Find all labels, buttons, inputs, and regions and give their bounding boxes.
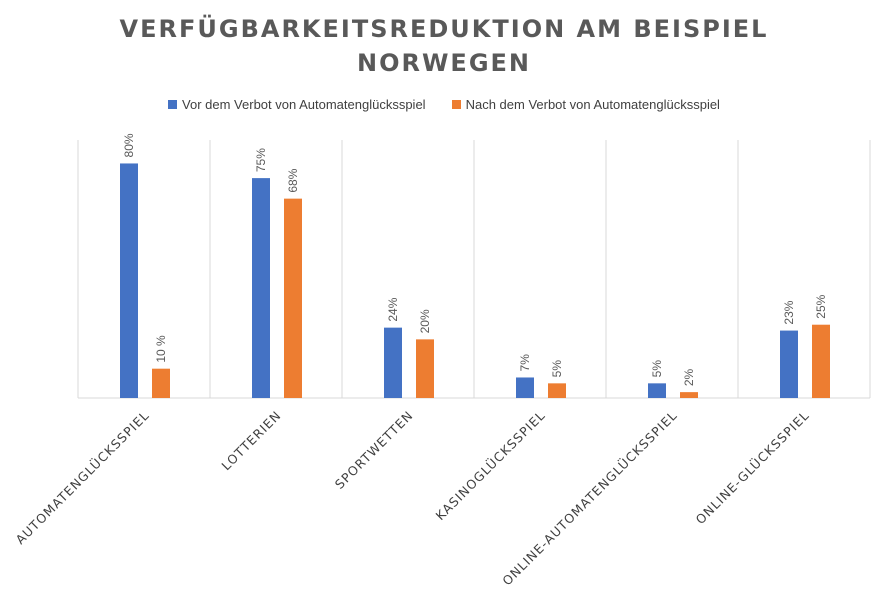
bar-after <box>416 339 434 398</box>
data-label-after: 5% <box>550 360 564 378</box>
data-label-after: 68% <box>286 168 300 192</box>
legend-swatch-before <box>168 100 178 109</box>
data-label-after: 10 % <box>154 335 168 363</box>
legend-label-after: Nach dem Verbot von Automatenglücksspiel <box>465 97 720 112</box>
bar-after <box>680 392 698 398</box>
legend-item-after: Nach dem Verbot von Automatenglücksspiel <box>451 97 720 112</box>
data-label-after: 20% <box>418 309 432 333</box>
x-tick-label: AUTOMATENGLÜCKSSPIEL <box>12 407 152 547</box>
bar-before <box>252 178 270 398</box>
data-label-after: 2% <box>682 368 696 386</box>
data-label-before: 7% <box>518 354 532 372</box>
bar-after <box>152 368 170 398</box>
data-label-before: 80% <box>122 133 136 157</box>
data-label-before: 75% <box>254 148 268 172</box>
bar-before <box>780 330 798 398</box>
data-label-after: 25% <box>814 294 828 318</box>
bar-before <box>516 377 534 398</box>
x-tick-label: KASINOGLÜCKSSPIEL <box>432 407 548 523</box>
chart-title-line-1: VERFÜGBARKEITSREDUKTION AM BEISPIEL <box>119 15 769 43</box>
legend-label-before: Vor dem Verbot von Automatenglücksspiel <box>182 97 426 112</box>
x-tick-label: SPORTWETTEN <box>332 408 416 492</box>
x-tick-label: ONLINE-GLÜCKSSPIEL <box>692 407 812 527</box>
bar-after <box>812 324 830 398</box>
bar-before <box>120 163 138 398</box>
legend-item-before: Vor dem Verbot von Automatenglücksspiel <box>168 97 426 112</box>
bar-before <box>384 327 402 398</box>
legend: Vor dem Verbot von Automatenglücksspiel … <box>0 97 888 112</box>
chart-title-line-2: NORWEGEN <box>356 49 531 77</box>
data-label-before: 24% <box>386 297 400 321</box>
data-label-before: 5% <box>650 360 664 378</box>
bar-before <box>648 383 666 398</box>
x-tick-label: LOTTERIEN <box>218 408 284 474</box>
data-label-before: 23% <box>782 300 796 324</box>
legend-swatch-after <box>451 100 461 109</box>
bar-after <box>548 383 566 398</box>
bar-after <box>284 198 302 398</box>
chart-title: VERFÜGBARKEITSREDUKTION AM BEISPIEL NORW… <box>0 12 888 80</box>
